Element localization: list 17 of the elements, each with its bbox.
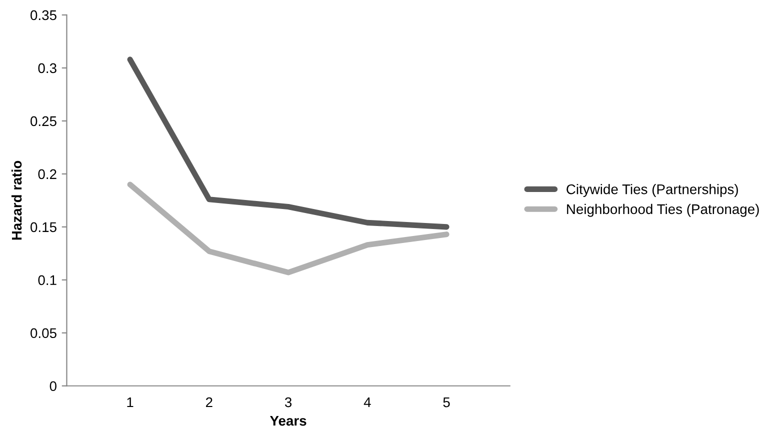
x-tick-label: 1 (127, 398, 134, 408)
y-tick-label: 0.15 (30, 222, 56, 232)
x-tick-label: 3 (284, 397, 292, 408)
x-tick-label: 2 (206, 397, 212, 408)
legend-label: Citywide Ties (Partnerships) (566, 184, 738, 197)
legend-label: Neighborhood Ties (Patronage) (567, 204, 759, 217)
y-tick-label: 0.1 (38, 275, 56, 286)
x-tick-label: 5 (443, 398, 450, 408)
y-tick-label: 0.05 (30, 328, 56, 338)
y-tick-label: 0.35 (30, 10, 56, 20)
y-axis-title: Hazard ratio (11, 160, 22, 240)
y-tick-label: 0.25 (30, 116, 56, 126)
y-tick-label: 0.3 (38, 63, 56, 74)
x-tick-label: 4 (364, 398, 371, 408)
x-axis-title: Years (270, 416, 306, 426)
y-tick-label: 0.2 (38, 169, 56, 180)
y-tick-label: 0 (50, 381, 56, 392)
